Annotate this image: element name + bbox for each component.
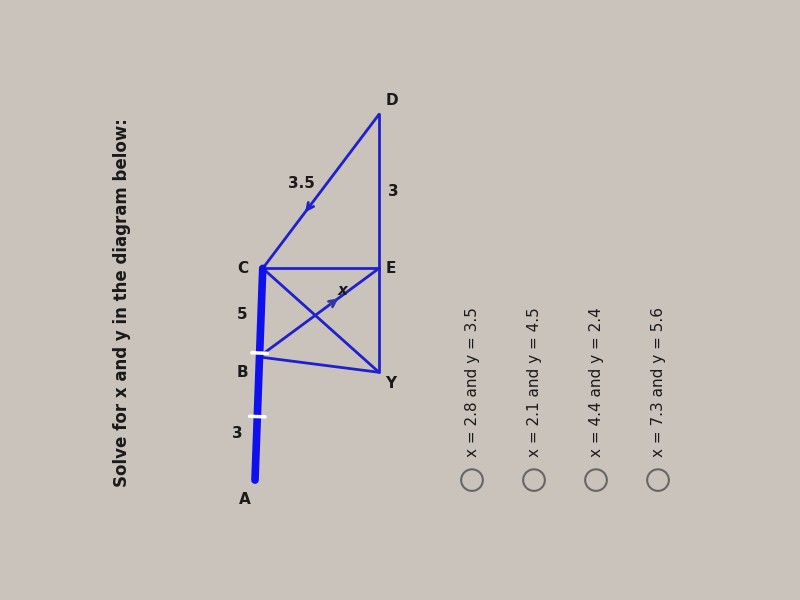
- Text: Solve for x and y in the diagram below:: Solve for x and y in the diagram below:: [113, 119, 130, 487]
- Text: 3: 3: [388, 184, 399, 199]
- Text: C: C: [238, 261, 249, 276]
- Text: x = 7.3 and y = 5.6: x = 7.3 and y = 5.6: [650, 307, 666, 457]
- Text: A: A: [239, 491, 251, 506]
- Text: x = 4.4 and y = 2.4: x = 4.4 and y = 2.4: [589, 307, 603, 457]
- Text: x = 2.8 and y = 3.5: x = 2.8 and y = 3.5: [465, 307, 479, 457]
- Text: x: x: [337, 283, 347, 298]
- Text: E: E: [386, 261, 395, 276]
- Text: 3.5: 3.5: [288, 176, 315, 191]
- Text: B: B: [237, 365, 248, 380]
- Text: 5: 5: [237, 307, 247, 322]
- Text: Y: Y: [386, 376, 396, 391]
- Text: 3: 3: [232, 426, 242, 441]
- Text: x = 2.1 and y = 4.5: x = 2.1 and y = 4.5: [526, 307, 542, 457]
- Text: D: D: [386, 93, 398, 108]
